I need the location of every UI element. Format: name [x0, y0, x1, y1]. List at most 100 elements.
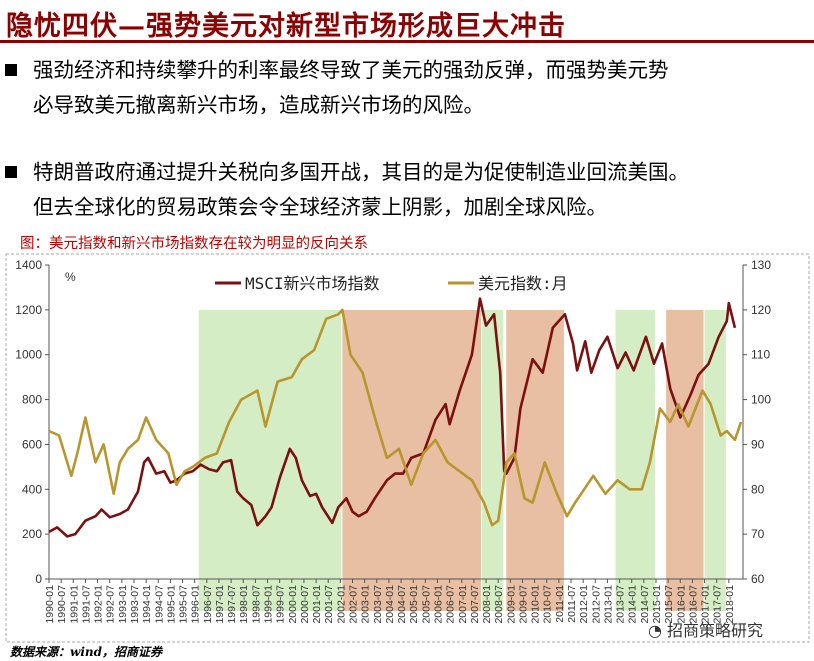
x-tick-label: 2005-07 [420, 585, 432, 624]
bullet-2: 特朗普政府通过提升关税向多国开战，其目的是为促使制造业回流美国。 但去全球化的贸… [5, 155, 805, 225]
y-right-tick-label: 80 [751, 482, 765, 496]
x-tick-label: 2002-01 [335, 585, 347, 624]
x-tick-label: 1994-07 [153, 585, 165, 624]
data-source: 数据来源：wind，招商证券 [10, 645, 163, 659]
shaded-period-3 [481, 310, 504, 611]
x-tick-label: 2018-01 [724, 585, 736, 624]
x-tick-label: 2005-01 [408, 585, 420, 624]
y-right-tick-label: 110 [751, 348, 770, 362]
x-tick-label: 2014-07 [639, 585, 651, 624]
x-tick-label: 2011-01 [554, 585, 566, 623]
x-tick-label: 2004-01 [384, 585, 396, 624]
x-tick-label: 1996-01 [190, 585, 202, 624]
x-tick-label: 2012-07 [590, 585, 602, 624]
x-tick-label: 2004-07 [396, 585, 408, 624]
y-right-tick-label: 90 [751, 437, 765, 451]
y-right-tick-label: 100 [751, 393, 771, 407]
y-right-tick-label: 120 [751, 303, 771, 317]
x-tick-label: 2009-01 [505, 585, 517, 624]
x-tick-label: 2008-01 [481, 585, 493, 624]
shaded-period-2 [342, 310, 481, 611]
x-tick-label: 2000-07 [299, 585, 311, 624]
x-tick-label: 2015-07 [663, 585, 675, 624]
shaded-period-6 [666, 310, 704, 611]
x-tick-label: 2016-01 [675, 585, 687, 624]
x-tick-label: 2003-01 [360, 585, 372, 624]
x-tick-label: 2007-07 [469, 585, 481, 624]
y-left-tick-label: 1000 [15, 348, 42, 362]
x-tick-label: 2017-07 [712, 585, 724, 624]
y-left-tick-label: 1400 [15, 258, 42, 272]
x-tick-label: 1995-01 [165, 585, 177, 624]
chart: 0 200 400 600 800 1000 1200 1400 60 70 80 90 100 110 1… [5, 253, 810, 643]
bullet-square-icon [5, 64, 17, 76]
x-tick-label: 2012-01 [578, 585, 590, 624]
x-tick-label: 2017-01 [700, 585, 712, 624]
y-right-tick-label: 130 [751, 258, 771, 272]
watermark: ◔ 招商策略研究 [648, 617, 763, 641]
y-left-tick-label: 1200 [15, 303, 42, 317]
x-tick-label: 1998-07 [250, 585, 262, 624]
x-tick-label: 2016-07 [687, 585, 699, 624]
x-tick-label: 2000-01 [287, 585, 299, 624]
x-tick-label: 2011-07 [566, 585, 578, 623]
x-tick-label: 1993-07 [129, 585, 141, 624]
bullet-1: 强劲经济和持续攀升的利率最终导致了美元的强劲反弹，而强势美元势 必导致美元撤离新… [5, 53, 805, 123]
y-left-tick-label: 800 [22, 393, 42, 407]
title-rule [0, 40, 814, 43]
bullet-2-line-2: 但去全球化的贸易政策会令全球经济蒙上阴影，加剧全球风险。 [33, 195, 607, 219]
watermark-text: 招商策略研究 [667, 621, 764, 640]
x-tick-label: 1993-01 [117, 585, 129, 624]
y-left-tick-label: 0 [35, 572, 42, 586]
x-tick-label: 2015-01 [651, 585, 663, 624]
chart-caption: 图：美元指数和新兴市场指数存在较为明显的反向关系 [20, 236, 368, 252]
series-line-msci [48, 297, 737, 538]
x-tick-label: 1991-01 [68, 585, 80, 624]
x-tick-label: 2010-07 [542, 585, 554, 624]
x-tick-label: 2013-01 [602, 585, 614, 624]
shaded-period-7 [704, 310, 726, 611]
legend-label-msci: MSCI新兴市场指数 [245, 274, 380, 293]
x-tick-label: 2002-07 [347, 585, 359, 624]
x-tick-label: 1990-07 [56, 585, 68, 624]
bullet-1-line-2: 必导致美元撤离新兴市场，造成新兴市场的风险。 [33, 93, 484, 117]
x-tick-label: 1996-07 [202, 585, 214, 624]
x-tick-label: 2001-01 [311, 585, 323, 624]
y-left-tick-label: 400 [22, 482, 42, 496]
x-tick-label: 1999-01 [263, 585, 275, 624]
y-right-tick-label: 60 [751, 572, 765, 586]
bullet-square-icon [5, 166, 17, 178]
y-left-tick-label: 600 [22, 437, 42, 451]
y-axis-unit-label: % [65, 270, 76, 284]
x-tick-label: 1992-01 [93, 585, 105, 624]
x-tick-label: 2014-01 [627, 585, 639, 624]
x-tick-label: 1992-07 [105, 585, 117, 624]
x-tick-label: 1997-01 [214, 585, 226, 624]
x-tick-label: 2013-07 [615, 585, 627, 624]
x-tick-label: 1994-01 [141, 585, 153, 624]
x-tick-label: 1995-07 [178, 585, 190, 624]
x-tick-label: 2009-07 [517, 585, 529, 624]
x-tick-label: 2001-07 [323, 585, 335, 624]
wechat-icon: ◔ [648, 621, 668, 640]
legend-label-usd: 美元指数:月 [478, 274, 568, 293]
y-right-tick-label: 70 [751, 527, 765, 541]
x-tick-label: 1997-07 [226, 585, 238, 624]
x-tick-label: 1990-01 [44, 585, 56, 624]
x-tick-label: 2007-01 [457, 585, 469, 624]
chart-border [5, 253, 810, 643]
x-tick-label: 2008-07 [493, 585, 505, 624]
x-tick-label: 2003-07 [372, 585, 384, 624]
x-tick-label: 2006-01 [432, 585, 444, 624]
x-tick-label: 1999-07 [275, 585, 287, 624]
bullet-1-line-1: 强劲经济和持续攀升的利率最终导致了美元的强劲反弹，而强势美元势 [33, 58, 669, 82]
slide-title: 隐忧四伏—强势美元对新型市场形成巨大冲击 [6, 11, 566, 42]
bullet-2-line-1: 特朗普政府通过提升关税向多国开战，其目的是为促使制造业回流美国。 [33, 160, 689, 184]
x-tick-label: 1998-01 [238, 585, 250, 624]
x-tick-label: 2010-01 [530, 585, 542, 624]
x-tick-label: 1991-07 [80, 585, 92, 624]
series-line-usd [48, 308, 743, 527]
shaded-period-1 [198, 310, 342, 611]
x-tick-label: 2006-07 [445, 585, 457, 624]
y-left-tick-label: 200 [22, 527, 42, 541]
